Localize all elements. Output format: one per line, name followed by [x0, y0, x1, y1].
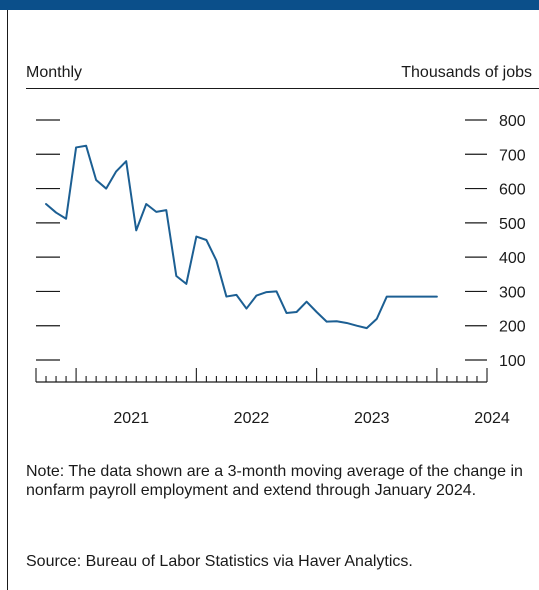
chart-source: Source: Bureau of Labor Statistics via H…	[26, 553, 413, 570]
chart-note: Note: The data shown are a 3-month movin…	[26, 463, 523, 499]
y-tick-label-600: 600	[499, 182, 526, 199]
y-tick-label-400: 400	[499, 250, 526, 267]
x-tick-label-2021: 2021	[113, 410, 149, 427]
header-rule	[26, 88, 539, 89]
y-tick-label-200: 200	[499, 319, 526, 336]
left-border-rule	[7, 10, 8, 590]
x-tick-label-2023: 2023	[354, 410, 390, 427]
x-tick-label-2024: 2024	[474, 410, 510, 427]
y-tick-label-300: 300	[499, 284, 526, 301]
y-tick-label-100: 100	[499, 353, 526, 370]
payroll-line-chart: 100 200 300 400 500 600 700 800 2021 2022 2023 2024	[35, 113, 526, 427]
y-tick-label-700: 700	[499, 147, 526, 164]
y-tick-label-800: 800	[499, 113, 526, 130]
unit-label: Thousands of jobs	[401, 64, 532, 81]
y-tick-label-500: 500	[499, 216, 526, 233]
frequency-label: Monthly	[26, 64, 83, 81]
payroll-series-line	[45, 144, 438, 330]
x-tick-label-2022: 2022	[234, 410, 270, 427]
brand-bar	[0, 0, 539, 10]
